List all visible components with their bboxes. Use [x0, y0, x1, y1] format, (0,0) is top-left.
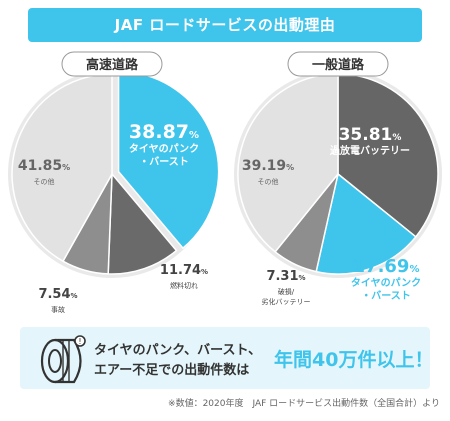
pie-slice: [337, 73, 439, 238]
slice-value-label: 39.19%: [242, 158, 294, 174]
pie-slice: [315, 172, 417, 275]
pie-title: 一般道路: [312, 57, 365, 73]
slice-name-label: 劣化バッテリー: [262, 297, 311, 306]
slice-value-label: 11.74%: [160, 263, 208, 278]
slice-name-label: 破損/: [278, 287, 295, 296]
slice-name-label: その他: [258, 177, 279, 186]
slice-value-label: 17.69%: [353, 256, 420, 277]
slice-value-label: 38.87%: [129, 121, 199, 143]
slice-name-label: 燃料切れ: [170, 281, 198, 290]
slice-name-label: その他: [34, 177, 55, 186]
slice-name-label: タイヤのパンク: [129, 143, 199, 155]
slice-name-label: ・バースト: [139, 156, 189, 168]
slice-name-label: ・バースト: [361, 290, 411, 302]
slice-name-label: 事故: [51, 305, 65, 314]
pie-title-pill: [61, 51, 163, 77]
pie-slice: [11, 73, 113, 263]
slice-name-label: タイヤのパンク: [351, 277, 421, 289]
slice-value-label: 7.31%: [266, 269, 305, 284]
pie-title-pill: [287, 51, 389, 77]
slice-value-label: 35.81%: [339, 125, 402, 145]
tire-icon: !: [40, 335, 86, 384]
banner-line-1: タイヤのパンク、バースト、: [94, 343, 262, 358]
pie-title: 高速道路: [86, 57, 139, 73]
svg-text:!: !: [78, 337, 81, 346]
slice-name-label: 過放電バッテリー: [329, 144, 410, 157]
source-note: ※数値：2020年度 JAF ロードサービス出動件数（全国合計）より: [168, 399, 440, 409]
banner-line-2: エアー不足での出動件数は: [94, 363, 250, 378]
chart-title: JAF ロードサービスの出動理由: [28, 8, 422, 42]
info-banner: ! タイヤのパンク、バースト、 エアー不足での出動件数は 年間40万件以上！: [20, 327, 434, 389]
pie-charts: 高速道路38.87%タイヤのパンク・バースト11.74%燃料切れ7.54%事故4…: [8, 51, 442, 314]
slice-value-label: 41.85%: [18, 158, 70, 174]
banner-highlight: 年間40万件以上！: [274, 349, 434, 371]
pie-slice: [107, 172, 178, 275]
slice-value-label: 7.54%: [38, 287, 77, 302]
pie-slice: [237, 73, 339, 253]
